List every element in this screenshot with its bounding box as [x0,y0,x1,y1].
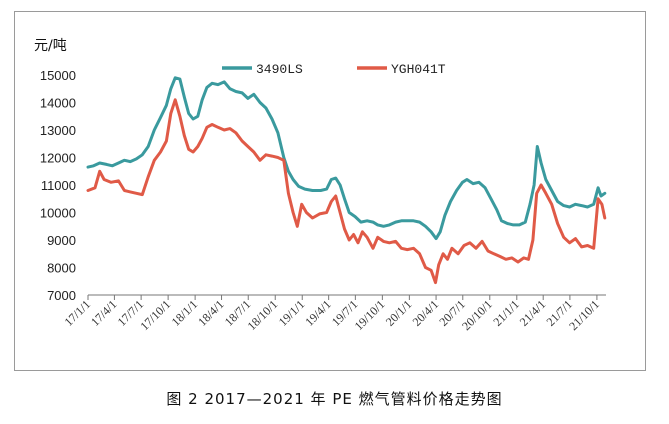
y-tick-label: 14000 [40,96,76,111]
x-tick-label: 18/4/1 [195,297,227,329]
x-tick-label: 19/4/1 [302,297,334,329]
y-tick-label: 8000 [47,261,76,276]
x-tick-label: 20/4/1 [410,297,442,329]
y-tick-label: 11000 [41,178,76,193]
x-tick-label: 20/10/1 [459,297,495,333]
y-tick-label: 12000 [40,151,76,166]
y-tick-label: 13000 [40,123,76,138]
y-tick-label: 10000 [40,206,76,221]
legend: 3490LS YGH041T [222,62,446,77]
figure-caption: 图 2 2017—2021 年 PE 燃气管料价格走势图 [166,390,503,408]
x-tick-label: 17/4/1 [88,297,120,329]
price-trend-chart: 元/吨 7000 8000 9000 10000 11000 12000 13000 1400… [34,38,607,333]
x-tick-label: 20/1/1 [383,297,415,329]
x-tick-label: 18/1/1 [169,297,201,329]
x-tick-label: 17/10/1 [137,297,173,333]
y-tick-label: 15000 [40,68,76,83]
x-tick-label: 18/10/1 [245,297,281,333]
chart-frame [14,11,646,371]
x-tick-label: 21/1/1 [490,297,522,329]
series-line-3490ls [86,76,607,241]
y-tick-label: 7000 [47,288,76,303]
series-line-ygh041t [86,98,607,285]
y-axis-unit-label: 元/吨 [34,38,67,54]
series-group [86,76,607,285]
legend-label-3490ls: 3490LS [256,62,303,77]
legend-label-ygh041t: YGH041T [391,62,446,77]
x-tick-label: 19/1/1 [276,297,308,329]
x-tick-label: 19/10/1 [352,297,388,333]
y-axis: 7000 8000 9000 10000 11000 12000 13000 14000 150… [40,68,76,303]
y-tick-label: 9000 [47,233,76,248]
x-tick-label: 21/4/1 [517,297,549,329]
x-axis: 17/1/117/4/117/7/117/10/118/1/118/4/118/… [62,294,606,333]
x-tick-label: 21/10/1 [566,297,602,333]
